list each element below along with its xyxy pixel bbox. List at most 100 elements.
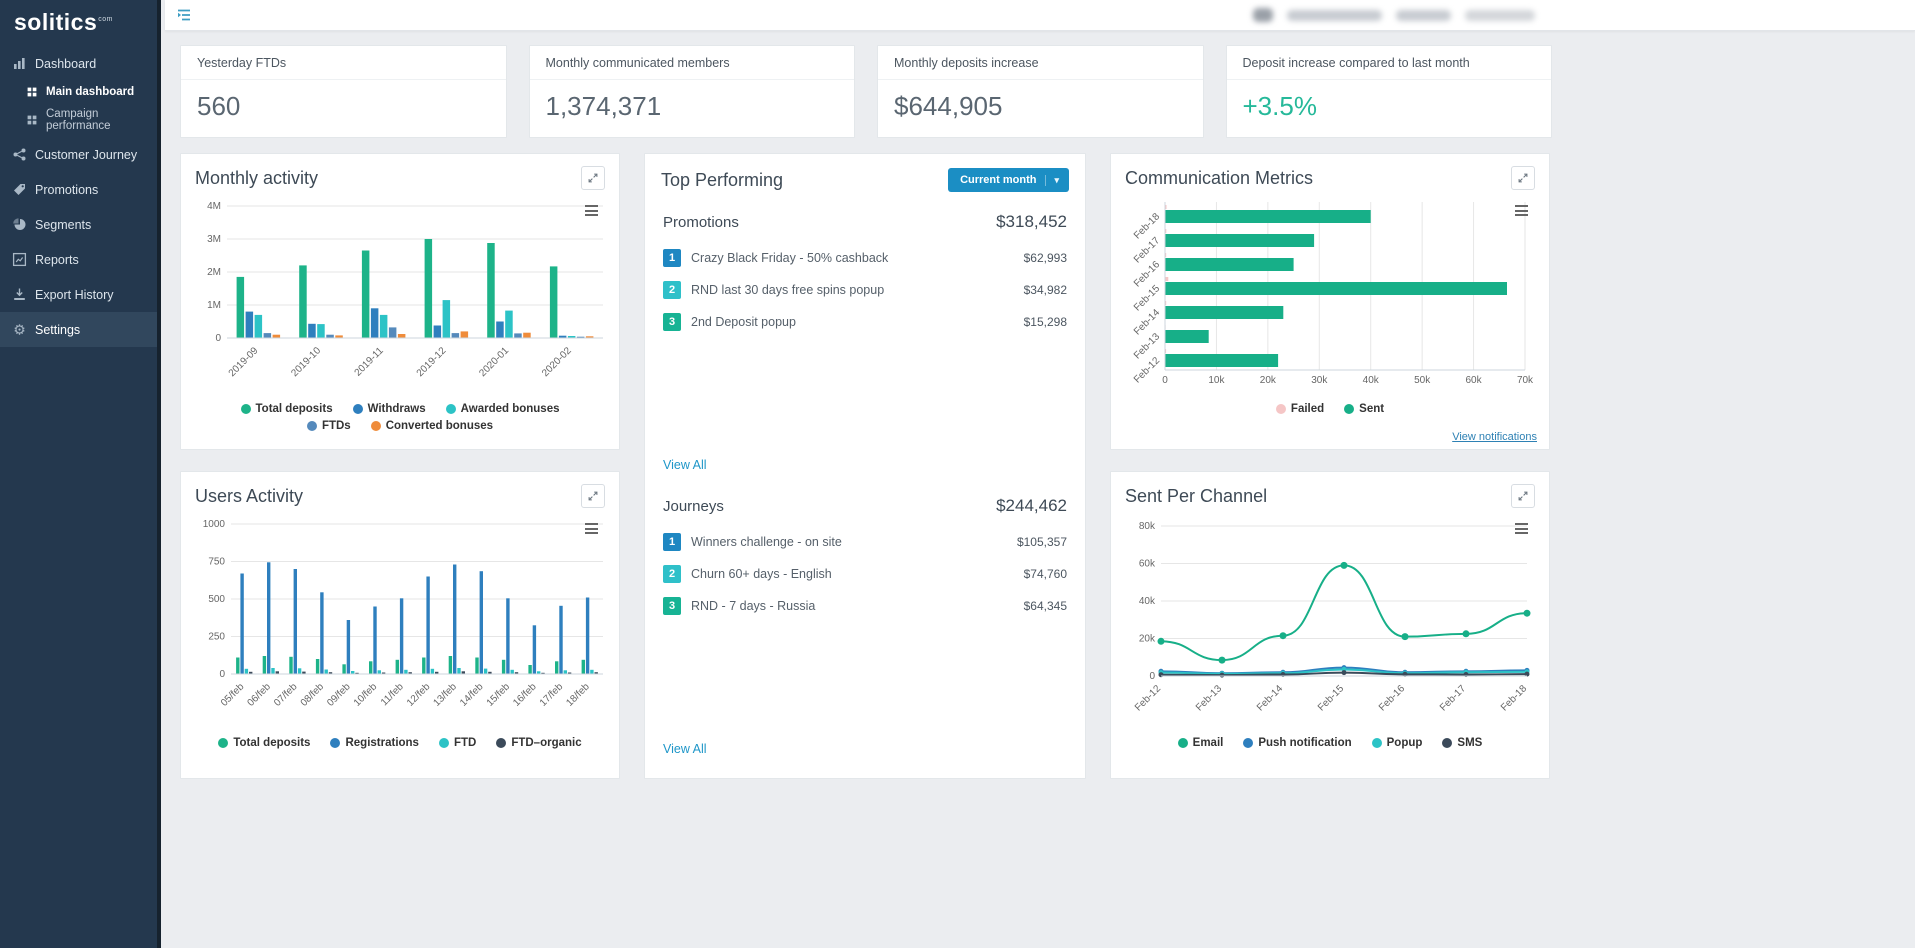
legend-item-sent[interactable]: Sent — [1344, 403, 1384, 415]
segments-icon — [12, 217, 27, 232]
legend-label: Withdraws — [367, 403, 426, 415]
svg-text:06/feb: 06/feb — [246, 681, 274, 709]
svg-text:250: 250 — [208, 632, 225, 643]
svg-text:Feb-18: Feb-18 — [1499, 683, 1529, 713]
svg-text:2019-10: 2019-10 — [289, 345, 323, 379]
svg-text:1000: 1000 — [203, 519, 226, 530]
chart-menu-icon[interactable] — [1512, 202, 1531, 219]
menu-toggle-icon[interactable] — [175, 6, 193, 24]
item-label: RND - 7 days - Russia — [691, 599, 816, 613]
svg-text:13/feb: 13/feb — [432, 681, 460, 709]
legend-marker — [218, 738, 229, 748]
legend-label: Failed — [1290, 403, 1325, 415]
item-label: Churn 60+ days - English — [691, 567, 832, 581]
view-all-link[interactable]: View All — [663, 458, 707, 472]
kpi-row: Yesterday FTDs 560 Monthly communicated me… — [180, 45, 1552, 138]
legend-item-total-deposits[interactable]: Total deposits — [218, 737, 310, 749]
expand-button[interactable] — [1511, 166, 1535, 190]
list-item[interactable]: 3 RND - 7 days - Russia $64,345 — [663, 590, 1067, 622]
expand-button[interactable] — [1511, 484, 1535, 508]
legend-item-ftd-organic[interactable]: FTD–organic — [496, 737, 582, 749]
legend-marker — [496, 738, 507, 748]
chart-menu-icon[interactable] — [1512, 520, 1531, 537]
legend-item-total-deposits[interactable]: Total deposits — [240, 403, 333, 415]
list-item[interactable]: 1 Winners challenge - on site $105,357 — [663, 526, 1067, 558]
legend-item-sms[interactable]: SMS — [1442, 737, 1482, 749]
legend-item-registrations[interactable]: Registrations — [330, 737, 419, 749]
view-notifications-link[interactable]: View notifications — [1452, 431, 1537, 443]
sidebar-item-label: Settings — [35, 322, 81, 337]
list-item[interactable]: 2 RND last 30 days free spins popup $34,98… — [663, 274, 1067, 306]
app-logo[interactable]: soliticscom — [0, 0, 157, 46]
legend-item-ftd[interactable]: FTD — [438, 737, 476, 749]
svg-text:Feb-15: Feb-15 — [1316, 683, 1346, 713]
list-item[interactable]: 3 2nd Deposit popup $15,298 — [663, 306, 1067, 338]
communication-metrics-legend: Failed Sent — [1111, 403, 1549, 415]
svg-text:40k: 40k — [1363, 375, 1380, 386]
sidebar-item-dashboard[interactable]: Dashboard — [0, 46, 157, 81]
sent-per-channel-chart-area: 0 20k 40k 60k 80k Feb-12 Feb-13 Feb-14 Feb-15 Feb… — [1111, 516, 1549, 733]
svg-text:16/feb: 16/feb — [511, 681, 539, 709]
sidebar-item-segments[interactable]: Segments — [0, 207, 157, 242]
sidebar-item-campaign-performance[interactable]: Campaign performance — [0, 103, 157, 137]
section-total: $244,462 — [996, 496, 1067, 515]
kpi-label: Deposit increase compared to last month — [1226, 46, 1551, 80]
tp-section-journeys: Journeys $244,462 1 Winners challenge - on … — [645, 486, 1085, 770]
kpi-value: $644,905 — [894, 91, 1003, 121]
topbar — [165, 0, 1915, 31]
top-list: 1 Crazy Black Friday - 50% cashback $62,99… — [663, 242, 1067, 338]
legend-marker — [1442, 738, 1453, 748]
sidebar-item-label: Export History — [35, 287, 114, 302]
item-label: RND last 30 days free spins popup — [691, 283, 885, 297]
sidebar-item-label: Campaign performance — [46, 108, 111, 132]
legend-marker — [370, 421, 381, 431]
user-area-blurred[interactable] — [1253, 8, 1535, 22]
svg-text:20k: 20k — [1139, 634, 1156, 645]
legend-item-failed[interactable]: Failed — [1275, 403, 1325, 415]
logo-text: solitics — [14, 9, 98, 35]
legend-item-popup[interactable]: Popup — [1371, 737, 1422, 749]
legend-label: FTDs — [321, 420, 351, 432]
legend-item-awarded-bonuses[interactable]: Awarded bonuses — [445, 403, 560, 415]
monthly-activity-chart-area: 0 1M 2M 3M 4M 2019-09 2019-10 2019-11 2019-12 202… — [181, 198, 619, 399]
sidebar-item-settings[interactable]: ⚙ Settings — [0, 312, 157, 347]
legend-label: Registrations — [345, 737, 419, 749]
chart-menu-icon[interactable] — [582, 520, 601, 537]
period-dropdown[interactable]: Current month ▾ — [948, 168, 1069, 192]
section-total: $318,452 — [996, 212, 1067, 231]
sidebar-item-promotions[interactable]: Promotions — [0, 172, 157, 207]
svg-text:0: 0 — [1162, 375, 1168, 386]
svg-text:10k: 10k — [1208, 375, 1225, 386]
legend-marker — [352, 404, 363, 414]
svg-text:⚙: ⚙ — [13, 322, 26, 337]
sidebar-item-main-dashboard[interactable]: Main dashboard — [0, 81, 157, 103]
customer-journey-icon — [12, 147, 27, 162]
legend-marker — [306, 421, 317, 431]
top-performing-sections: Promotions $318,452 1 Crazy Black Friday - … — [645, 202, 1085, 770]
svg-text:09/feb: 09/feb — [325, 681, 353, 709]
rank-badge: 2 — [663, 281, 681, 299]
svg-text:0: 0 — [215, 333, 221, 344]
legend-item-email[interactable]: Email — [1177, 737, 1223, 749]
svg-text:Feb-13: Feb-13 — [1194, 683, 1224, 713]
view-all-link[interactable]: View All — [663, 742, 707, 756]
sidebar-item-customer-journey[interactable]: Customer Journey — [0, 137, 157, 172]
list-item[interactable]: 2 Churn 60+ days - English $74,760 — [663, 558, 1067, 590]
legend-marker — [438, 738, 449, 748]
legend-item-withdraws[interactable]: Withdraws — [352, 403, 426, 415]
sidebar-item-label: Promotions — [35, 182, 99, 197]
legend-item-ftds[interactable]: FTDs — [306, 420, 351, 432]
card-title-top-performing: Top Performing — [661, 169, 784, 190]
legend-item-push-notification[interactable]: Push notification — [1243, 737, 1352, 749]
expand-button[interactable] — [581, 166, 605, 190]
card-title-communication-metrics: Communication Metrics — [1125, 167, 1314, 188]
sidebar-item-reports[interactable]: Reports — [0, 242, 157, 277]
legend-item-converted-bonuses[interactable]: Converted bonuses — [370, 420, 493, 432]
sent-per-channel-legend: Email Push notification Popup SMS — [1111, 737, 1549, 749]
chart-menu-icon[interactable] — [582, 202, 601, 219]
sidebar-item-export-history[interactable]: Export History — [0, 277, 157, 312]
expand-button[interactable] — [581, 484, 605, 508]
svg-text:08/feb: 08/feb — [299, 681, 327, 709]
list-item[interactable]: 1 Crazy Black Friday - 50% cashback $62,99… — [663, 242, 1067, 274]
svg-text:80k: 80k — [1139, 521, 1156, 532]
